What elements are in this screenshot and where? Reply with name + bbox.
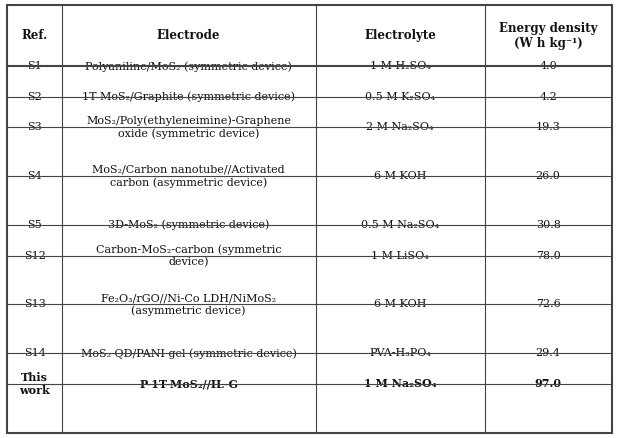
- Text: 0.5 M K₂SO₄: 0.5 M K₂SO₄: [365, 92, 435, 102]
- Text: P-1T-MoS₂//IL-G: P-1T-MoS₂//IL-G: [139, 378, 238, 389]
- Text: S12: S12: [24, 251, 46, 261]
- Text: S2: S2: [27, 92, 42, 102]
- Text: 6 M KOH: 6 M KOH: [374, 300, 426, 310]
- Text: 30.8: 30.8: [535, 220, 561, 230]
- Text: 6 M KOH: 6 M KOH: [374, 171, 426, 181]
- Text: 19.3: 19.3: [535, 122, 561, 132]
- Text: 78.0: 78.0: [536, 251, 561, 261]
- Text: Polyaniline/MoS₂ (symmetric device): Polyaniline/MoS₂ (symmetric device): [85, 61, 292, 71]
- Text: S5: S5: [27, 220, 42, 230]
- Text: PVA-H₃PO₄: PVA-H₃PO₄: [369, 348, 431, 358]
- Text: 1 M H₂SO₄: 1 M H₂SO₄: [370, 61, 431, 71]
- Text: Electrode: Electrode: [157, 29, 220, 42]
- Text: 1 M LiSO₄: 1 M LiSO₄: [371, 251, 429, 261]
- Text: This
work: This work: [19, 372, 50, 396]
- Text: MoS₂/Carbon nanotube//Activated
carbon (asymmetric device): MoS₂/Carbon nanotube//Activated carbon (…: [92, 165, 285, 187]
- Text: 26.0: 26.0: [535, 171, 561, 181]
- Text: S14: S14: [24, 348, 46, 358]
- Text: 2 M Na₂SO₄: 2 M Na₂SO₄: [366, 122, 434, 132]
- Text: 3D-MoS₂ (symmetric device): 3D-MoS₂ (symmetric device): [108, 220, 269, 230]
- Text: S1: S1: [27, 61, 42, 71]
- Text: MoS₂/Poly(ethyleneimine)-Graphene
oxide (symmetric device): MoS₂/Poly(ethyleneimine)-Graphene oxide …: [86, 116, 291, 139]
- Text: 1 M Na₂SO₄: 1 M Na₂SO₄: [364, 378, 436, 389]
- Text: 29.4: 29.4: [535, 348, 561, 358]
- Text: Energy density
(W h kg⁻¹): Energy density (W h kg⁻¹): [499, 21, 597, 50]
- Text: 97.0: 97.0: [535, 378, 561, 389]
- Text: 4.0: 4.0: [539, 61, 557, 71]
- Text: 0.5 M Na₂SO₄: 0.5 M Na₂SO₄: [361, 220, 439, 230]
- Text: 72.6: 72.6: [536, 300, 561, 310]
- Text: Fe₂O₃/rGO//Ni-Co LDH/NiMoS₂
(asymmetric device): Fe₂O₃/rGO//Ni-Co LDH/NiMoS₂ (asymmetric …: [101, 293, 276, 316]
- Text: Electrolyte: Electrolyte: [364, 29, 436, 42]
- Text: Ref.: Ref.: [22, 29, 48, 42]
- Text: 1T MoS₂/Graphite (symmetric device): 1T MoS₂/Graphite (symmetric device): [82, 92, 295, 102]
- Text: S4: S4: [27, 171, 42, 181]
- Text: S3: S3: [27, 122, 42, 132]
- Text: Carbon-MoS₂-carbon (symmetric
device): Carbon-MoS₂-carbon (symmetric device): [96, 244, 282, 267]
- Text: MoS₂ QD/PANI gel (symmetric device): MoS₂ QD/PANI gel (symmetric device): [80, 348, 297, 359]
- Text: S13: S13: [24, 300, 46, 310]
- Text: 4.2: 4.2: [539, 92, 557, 102]
